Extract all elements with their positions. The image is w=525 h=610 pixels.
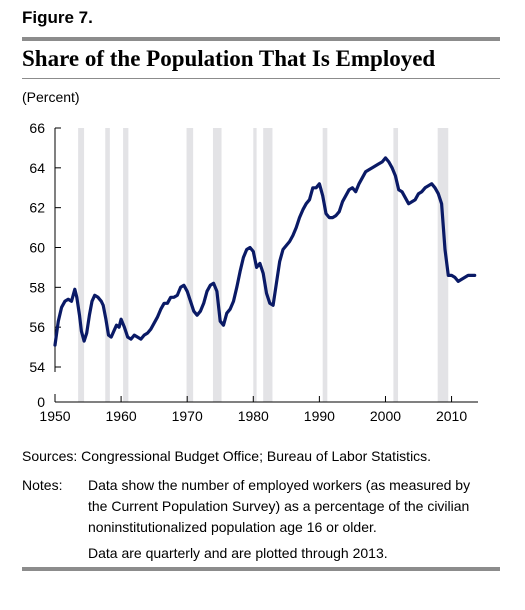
notes-label: Notes: [22,477,63,493]
recession-band-2 [105,128,110,402]
y-tick-label-0: 0 [37,394,45,410]
x-ticks-group: 1950 1960 1970 1980 1990 2000 2010 [39,396,467,424]
recession-band-7 [263,128,273,402]
series-group [53,156,477,347]
employment-line-chart: 0 54 56 58 60 62 64 66 1950 1960 1970 1980 1990 2000… [29,120,478,424]
bottom-rule [22,567,500,571]
x-tick-label-1970: 1970 [172,408,203,424]
x-tick-label-1960: 1960 [106,408,137,424]
x-tick-label-2010: 2010 [436,408,467,424]
notes-text: Data show the number of employed workers… [88,477,471,535]
recession-band-3 [123,128,129,402]
x-tick-label-1950: 1950 [39,408,70,424]
recession-band-5 [212,128,222,402]
y-tick-label-66: 66 [29,120,45,136]
x-tick-label-1980: 1980 [238,408,269,424]
top-rule [22,37,500,41]
x-tick-label-2000: 2000 [370,408,401,424]
chart-title: Share of the Population That Is Employed [22,46,436,71]
sources-note: Sources: Congressional Budget Office; Bu… [22,448,432,464]
notes-text-quarterly: Data are quarterly and are plotted throu… [88,545,388,561]
y-ticks-group: 0 54 56 58 60 62 64 66 [29,120,61,410]
series-line-1 [53,156,477,347]
y-tick-label-60: 60 [29,240,45,256]
recession-band-8 [322,128,328,402]
y-tick-label-64: 64 [29,160,45,176]
y-unit-label: (Percent) [22,89,80,105]
recession-band-4 [186,128,194,402]
y-tick-label-62: 62 [29,200,45,216]
recession-band-1 [78,128,85,402]
recession-band-9 [393,128,399,402]
title-rule [22,78,500,79]
y-tick-label-56: 56 [29,319,45,335]
y-tick-label-58: 58 [29,279,45,295]
recession-band-10 [437,128,449,402]
x-tick-label-1990: 1990 [304,408,335,424]
y-tick-label-54: 54 [29,359,45,375]
figure-label: Figure 7. [22,8,93,27]
